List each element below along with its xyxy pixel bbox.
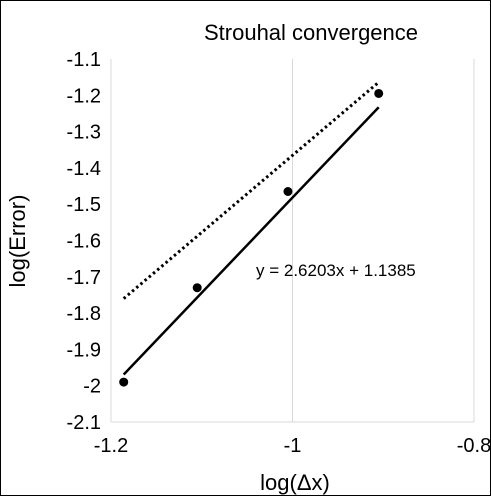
grid-layer bbox=[110, 59, 475, 422]
x-tick-label: -1.2 bbox=[94, 435, 128, 457]
y-tick-label: -1.9 bbox=[67, 339, 101, 361]
y-tick-label: -1.8 bbox=[67, 303, 101, 325]
x-tick-label: -1 bbox=[284, 435, 302, 457]
y-tick-label: -1.7 bbox=[67, 267, 101, 289]
data-point bbox=[119, 377, 129, 387]
reference-dotted-line bbox=[122, 81, 380, 300]
y-tick-label: -1.5 bbox=[67, 194, 101, 216]
y-tick-label: -2 bbox=[83, 376, 101, 398]
y-tick-label: -2.1 bbox=[67, 412, 101, 434]
y-tick-label: -1.4 bbox=[67, 158, 101, 180]
chart-title: Strouhal convergence bbox=[204, 20, 418, 45]
series-layer bbox=[119, 81, 384, 387]
x-axis-label: log(Δx) bbox=[260, 470, 330, 495]
y-tick-label: -1.6 bbox=[67, 231, 101, 253]
data-point bbox=[283, 186, 293, 196]
data-point bbox=[192, 283, 202, 293]
trendline-equation-label: y = 2.6203x + 1.1385 bbox=[256, 261, 416, 280]
y-tick-label: -1.1 bbox=[67, 49, 101, 71]
text-layer: Strouhal convergence log(Δx) log(Error) … bbox=[5, 20, 418, 495]
y-tick-label: -1.2 bbox=[67, 85, 101, 107]
y-tick-label: -1.3 bbox=[67, 122, 101, 144]
x-tick-label: -0.8 bbox=[457, 435, 491, 457]
y-axis-label: log(Error) bbox=[5, 195, 30, 288]
data-point bbox=[374, 88, 384, 98]
trendline bbox=[122, 106, 380, 376]
axis-layer: -1.2 -1 -0.8 -1.1 -1.2 -1.3 -1.4 -1.5 -1.6 -1.7 -1… bbox=[67, 49, 491, 457]
